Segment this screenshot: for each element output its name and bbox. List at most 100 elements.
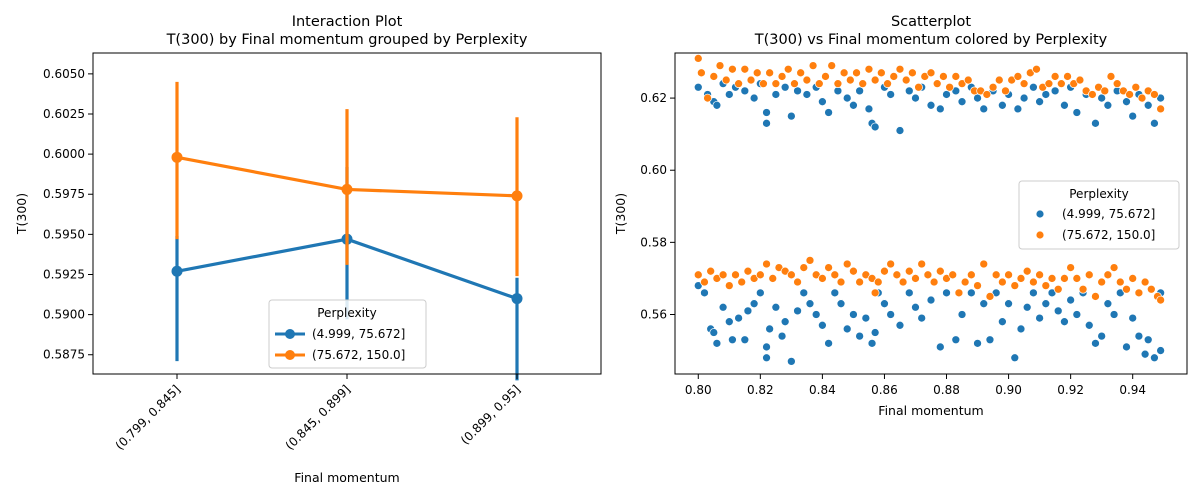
chart2-point-series1 — [914, 82, 923, 92]
chart2-point-series0 — [1029, 82, 1038, 92]
chart2-point-series0 — [973, 338, 982, 348]
chart2-point-series0 — [1060, 317, 1069, 327]
chart1-xtick-label: (0.845, 0.899] — [283, 382, 354, 453]
chart1-point-series1 — [171, 151, 183, 163]
chart2-point-series0 — [780, 317, 790, 327]
chart2-point-series0 — [895, 320, 905, 330]
chart2-point-series1 — [1010, 281, 1020, 290]
chart2-point-series0 — [709, 328, 719, 337]
chart2-point-series1 — [1066, 263, 1075, 272]
chart2-point-series1 — [979, 259, 989, 269]
chart2-point-series0 — [842, 93, 852, 103]
chart2-point-series1 — [1140, 277, 1150, 287]
chart2-point-series0 — [864, 104, 874, 114]
chart2-point-series1 — [898, 277, 908, 287]
chart1-ytick-label: 0.6050 — [43, 67, 85, 81]
chart2-point-series1 — [762, 259, 771, 269]
chart2-point-series1 — [731, 270, 740, 280]
chart2-point-series1 — [1022, 266, 1032, 276]
chart2-point-series0 — [1016, 324, 1026, 334]
chart2-point-series0 — [895, 126, 905, 135]
chart2-point-series1 — [715, 61, 725, 70]
chart2-point-series0 — [700, 288, 709, 298]
chart2-point-series1 — [821, 72, 830, 81]
chart2-point-series0 — [966, 288, 976, 298]
chart2-point-series1 — [845, 75, 855, 85]
chart2-point-series1 — [1053, 284, 1063, 294]
chart2-point-series0 — [818, 97, 827, 107]
chart2-point-series1 — [1001, 86, 1010, 96]
chart2-point-series1 — [1103, 270, 1113, 280]
chart2-point-series0 — [1022, 302, 1032, 312]
chart2-point-series0 — [793, 86, 802, 96]
chart2-point-series0 — [926, 100, 936, 110]
chart2-point-series0 — [1150, 353, 1159, 363]
chart2-point-series1 — [1156, 104, 1165, 114]
chart2-point-series0 — [886, 90, 896, 99]
chart2-point-series0 — [1066, 295, 1075, 305]
chart2-point-series1 — [765, 68, 774, 78]
chart2-point-series1 — [768, 274, 778, 283]
chart2-point-series0 — [1122, 97, 1131, 107]
chart1-xlabel: Final momentum — [294, 470, 399, 485]
chart2-point-series1 — [951, 72, 961, 81]
chart2-point-series0 — [765, 324, 774, 334]
chart2-point-series1 — [982, 90, 992, 99]
chart2-point-series0 — [904, 86, 914, 96]
chart1-ytick-label: 0.5975 — [43, 187, 85, 201]
chart2-point-series1 — [759, 79, 768, 89]
chart2-point-series0 — [787, 357, 796, 366]
chart2-axes-frame — [674, 52, 1188, 375]
chart2-point-series1 — [740, 64, 750, 74]
chart2-point-series1 — [1056, 79, 1066, 89]
chart2-point-series0 — [1103, 100, 1113, 110]
chart2-point-series0 — [1050, 86, 1060, 96]
chart2-point-series1 — [932, 79, 942, 89]
chart2-point-series0 — [734, 313, 743, 323]
chart2-point-series0 — [886, 310, 896, 319]
chart2-point-series0 — [805, 299, 815, 309]
chart2-point-series1 — [1084, 270, 1094, 280]
chart2-point-series0 — [855, 86, 864, 96]
chart2-point-series1 — [1029, 277, 1038, 287]
chart2-point-series0 — [818, 320, 827, 330]
chart2-point-series1 — [880, 266, 889, 276]
chart2-point-series0 — [870, 122, 880, 132]
chart2-point-series1 — [1125, 90, 1134, 99]
chart2-point-series1 — [1050, 72, 1060, 81]
chart2-point-series0 — [1019, 93, 1029, 103]
chart2-point-series1 — [917, 259, 927, 269]
chart2-point-series1 — [836, 277, 846, 287]
chart1-title: Interaction Plot — [292, 14, 403, 30]
chart2-legend-marker-blue — [1035, 209, 1045, 219]
chart2-point-series1 — [886, 259, 896, 269]
chart2-point-series0 — [1103, 299, 1113, 309]
chart2-point-series0 — [973, 93, 982, 103]
chart2-point-series1 — [1137, 93, 1147, 103]
chart2-point-series1 — [1032, 64, 1041, 74]
chart2-point-series0 — [1140, 349, 1150, 359]
chart2-point-series0 — [855, 331, 864, 341]
chart1-ytick-label: 0.6000 — [43, 147, 85, 161]
chart2-point-series1 — [994, 75, 1004, 85]
chart2-point-series0 — [870, 328, 880, 337]
chart2-point-series0 — [1072, 108, 1082, 117]
chart2-point-series1 — [954, 288, 964, 298]
chart2-point-series1 — [839, 68, 849, 78]
chart2-point-series0 — [911, 93, 920, 103]
chart2-point-series0 — [985, 335, 995, 345]
chart2-point-series0 — [1109, 310, 1119, 319]
chart1-ytick-label: 0.5875 — [43, 348, 85, 362]
chart2-point-series1 — [1063, 72, 1072, 81]
chart2-point-series1 — [709, 72, 719, 81]
chart2-ytick-label: 0.56 — [640, 307, 667, 321]
chart2-point-series1 — [805, 256, 815, 265]
chart2-point-series0 — [724, 90, 734, 99]
chart2-point-series0 — [942, 288, 951, 298]
chart2-point-series1 — [945, 82, 954, 92]
chart2-point-series0 — [926, 295, 936, 305]
chart2-point-series0 — [787, 111, 796, 121]
chart2-point-series0 — [942, 90, 951, 99]
chart2-point-series0 — [762, 353, 771, 363]
chart2-point-series1 — [734, 79, 743, 89]
